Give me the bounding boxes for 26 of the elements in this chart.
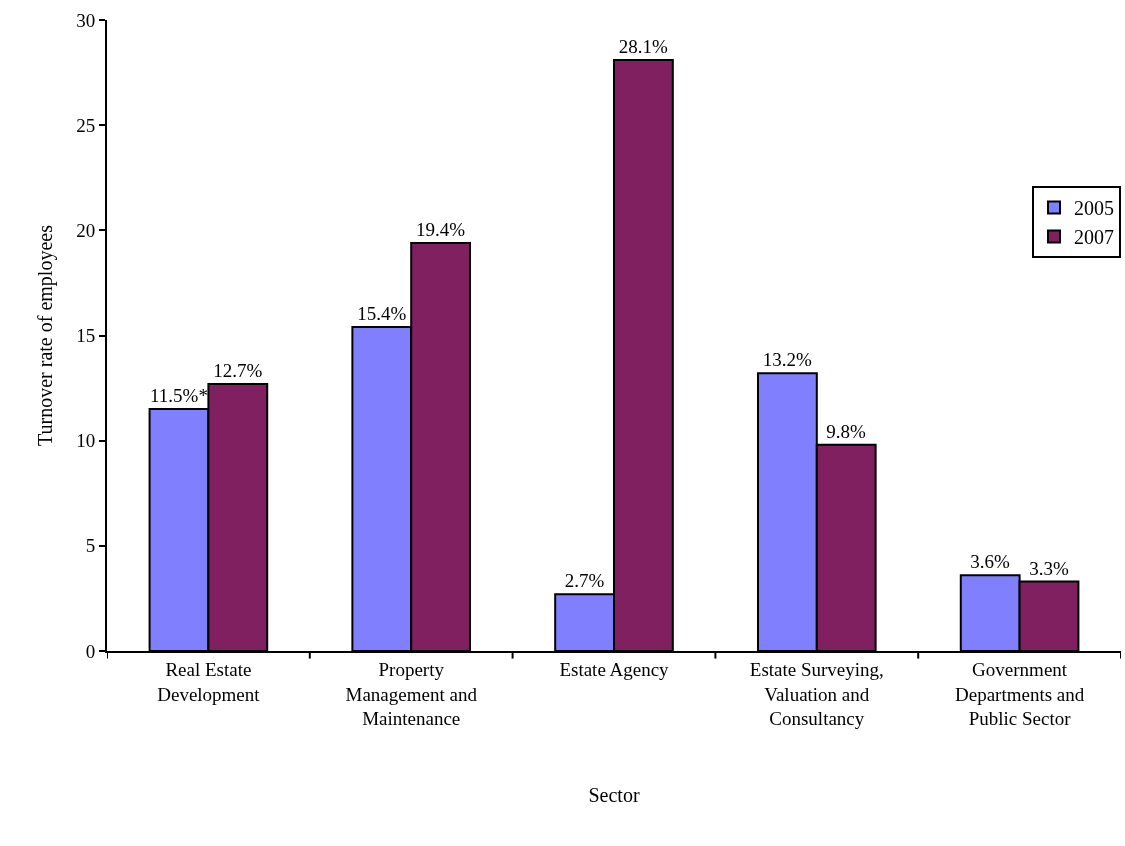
y-axis-title: Turnover rate of employees: [34, 224, 58, 446]
data-label: 15.4%: [357, 303, 407, 325]
data-label: 3.3%: [1029, 557, 1069, 579]
data-label: 12.7%: [213, 359, 263, 381]
x-axis-title: Sector: [588, 784, 640, 807]
data-label: 13.2%: [762, 349, 813, 371]
data-label: 2.7%: [564, 570, 605, 592]
y-tick-label: 5: [85, 535, 96, 557]
x-tick-label: Property Management and Maintenance: [345, 658, 478, 730]
x-tick-label: Estate Surveying, Valuation and Consultancy: [749, 658, 884, 730]
y-tick-label: 0: [85, 640, 96, 662]
data-label: 9.8%: [826, 420, 867, 442]
y-tick-label: 15: [76, 325, 96, 347]
x-tick-label: Real Estate Development: [157, 658, 261, 705]
legend-label: 2007: [1074, 226, 1114, 249]
data-label: 11.5%*: [150, 385, 208, 407]
data-label: 19.4%: [415, 218, 466, 240]
y-tick-label: 20: [76, 219, 96, 241]
x-tick-label: Government Departments and Public Sector: [954, 658, 1085, 730]
legend-label: 2005: [1074, 197, 1114, 220]
data-label: 3.6%: [970, 551, 1011, 573]
y-tick-label: 10: [76, 430, 96, 452]
y-tick-label: 25: [76, 114, 96, 136]
data-label: 28.1%: [618, 35, 669, 57]
x-tick-label: Estate Agency: [559, 658, 670, 680]
y-tick-label: 30: [76, 9, 96, 31]
